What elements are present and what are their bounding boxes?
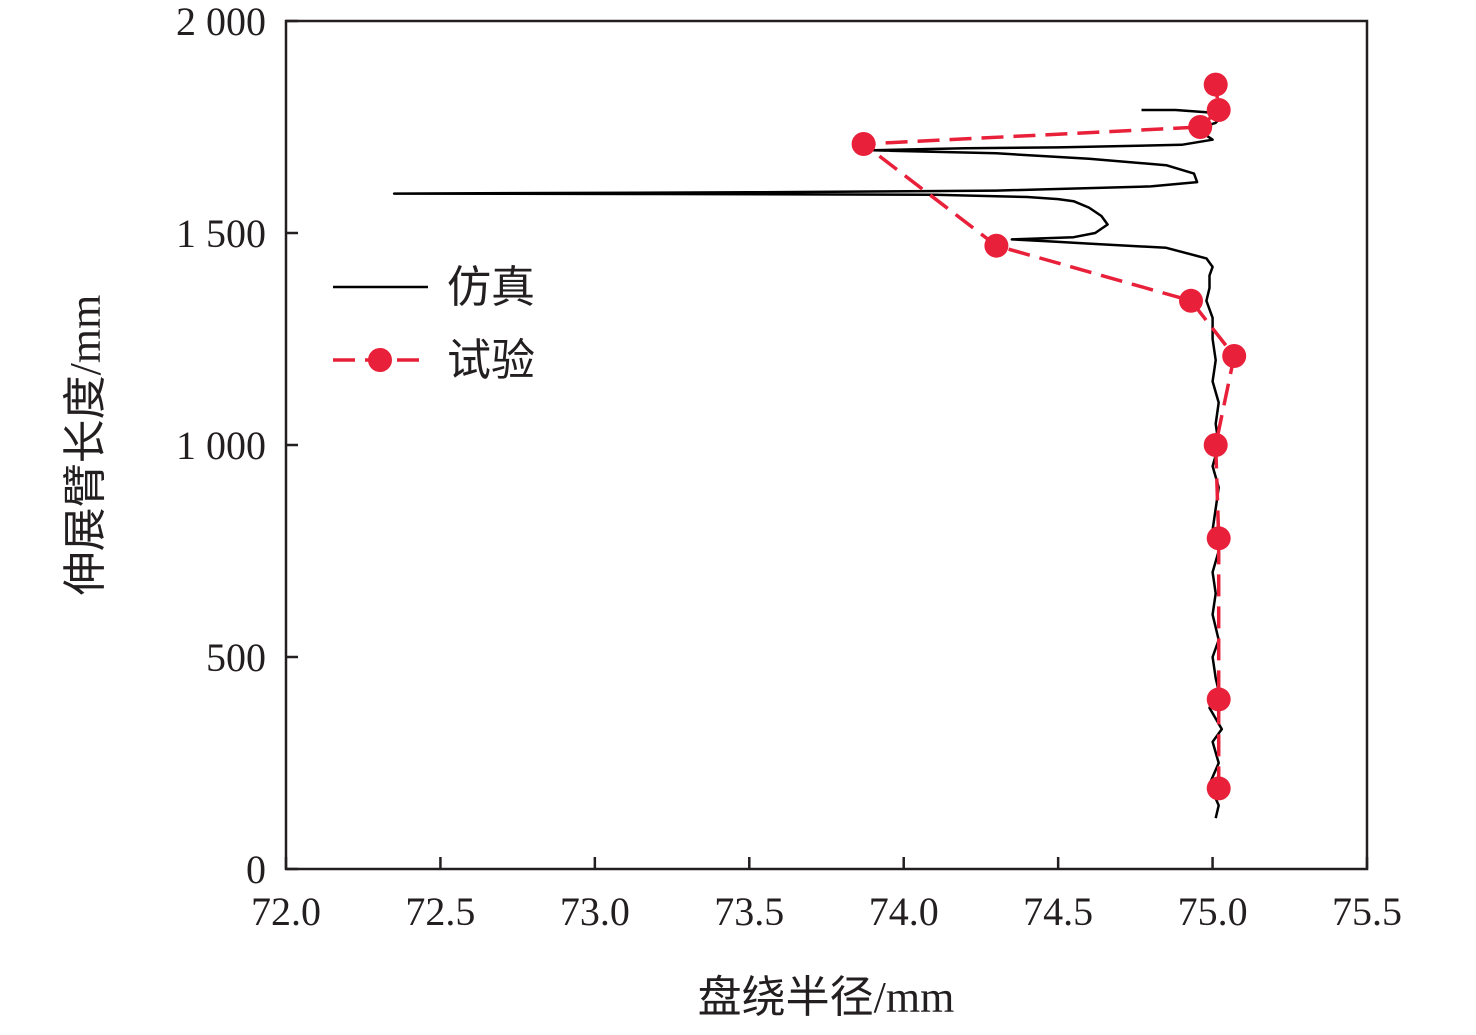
series-line-simulation bbox=[392, 108, 1224, 819]
legend-label-simulation: 仿真 bbox=[447, 263, 535, 312]
data-point-test bbox=[984, 233, 1009, 258]
y-axis-title: 伸展臂长度/mm bbox=[61, 295, 110, 596]
y-tick-label: 1 500 bbox=[176, 211, 266, 256]
data-point-test bbox=[1203, 72, 1228, 97]
y-tick-label: 2 000 bbox=[176, 0, 266, 44]
legend-marker-test bbox=[368, 348, 392, 372]
y-tick-label: 500 bbox=[206, 635, 266, 680]
x-tick-label: 74.5 bbox=[1023, 889, 1093, 934]
data-point-test bbox=[1206, 687, 1231, 712]
data-point-test bbox=[1206, 98, 1231, 122]
legend: 仿真 试验 bbox=[333, 263, 535, 385]
x-tick-label: 74.0 bbox=[869, 889, 939, 934]
y-tick-label: 1 000 bbox=[176, 423, 266, 468]
x-tick-label: 75.5 bbox=[1332, 889, 1402, 934]
legend-label-test: 试验 bbox=[447, 336, 535, 385]
data-point-test bbox=[1188, 115, 1213, 139]
tick-layer: 72.0 72.5 73.0 73.5 74.0 74.5 75.0 75.5 0 500 1 00… bbox=[176, 0, 1402, 934]
x-tick-label: 73.5 bbox=[714, 889, 784, 934]
x-tick-label: 72.5 bbox=[405, 889, 475, 934]
y-tick-label: 0 bbox=[246, 847, 266, 892]
data-point-test bbox=[1203, 433, 1228, 457]
x-tick-label: 72.0 bbox=[251, 889, 321, 934]
x-axis-title: 盘绕半径/mm bbox=[698, 973, 955, 1022]
data-point-test bbox=[1206, 776, 1231, 801]
data-point-test bbox=[1222, 344, 1247, 368]
x-tick-label: 75.0 bbox=[1178, 889, 1248, 934]
data-point-test bbox=[851, 132, 876, 156]
data-point-test bbox=[1206, 526, 1231, 551]
series-layer bbox=[392, 72, 1247, 819]
x-tick-label: 73.0 bbox=[560, 889, 630, 934]
data-point-test bbox=[1179, 288, 1203, 313]
